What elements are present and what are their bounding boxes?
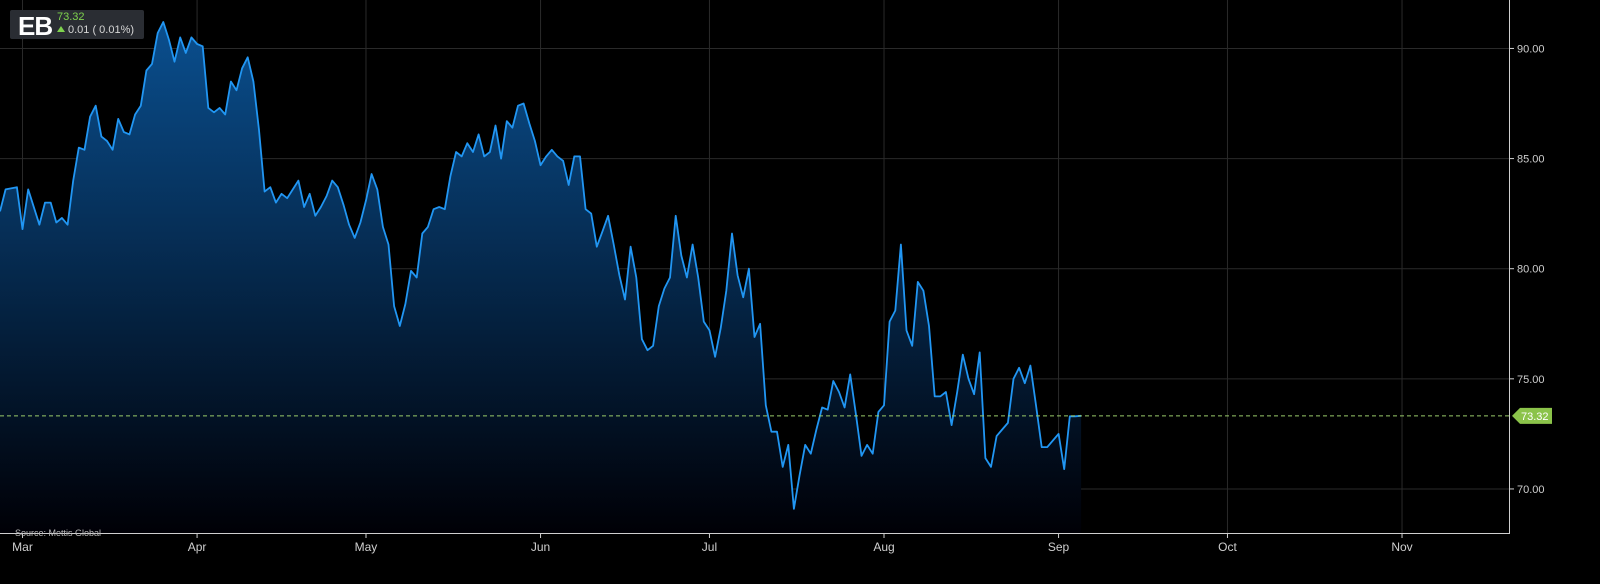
axes bbox=[0, 0, 1510, 534]
price-change: 0.01 ( 0.01%) bbox=[57, 24, 134, 36]
last-price-tag-label: 73.32 bbox=[1521, 411, 1549, 423]
last-price: 73.32 bbox=[57, 11, 85, 23]
ticker-symbol: EB bbox=[18, 11, 53, 41]
x-tick-label: Apr bbox=[188, 540, 207, 554]
y-tick-label: 85.00 bbox=[1517, 154, 1545, 166]
x-tick-label: Aug bbox=[873, 540, 894, 554]
up-arrow-icon bbox=[57, 26, 65, 32]
x-tick-label: Jul bbox=[702, 540, 717, 554]
last-price-tag: 73.32 bbox=[1512, 407, 1552, 424]
price-area-fill bbox=[0, 22, 1082, 533]
symbol-badge: EB 73.32 0.01 ( 0.01%) bbox=[10, 10, 144, 41]
y-tick-label: 90.00 bbox=[1517, 43, 1545, 55]
x-tick-label: Nov bbox=[1391, 540, 1412, 554]
y-tick-label: 75.00 bbox=[1517, 374, 1545, 386]
price-change-text: 0.01 ( 0.01%) bbox=[68, 24, 135, 36]
price-line bbox=[0, 21, 1082, 510]
y-tick-label: 80.00 bbox=[1517, 264, 1545, 276]
x-tick-label: May bbox=[355, 540, 378, 554]
x-tick-label: Sep bbox=[1048, 540, 1070, 554]
x-tick-label: Oct bbox=[1218, 540, 1237, 554]
source-note: Source: Mettis Global bbox=[15, 528, 102, 538]
last-price-tag-shape bbox=[1512, 407, 1552, 424]
y-axis-labels: 90.00 85.00 80.00 75.00 70.00 bbox=[1509, 43, 1545, 496]
x-tick-label: Jun bbox=[531, 540, 550, 554]
x-axis-labels: Mar Apr May Jun Jul Aug Sep Oct Nov bbox=[12, 533, 1413, 554]
y-tick-label: 70.00 bbox=[1517, 484, 1545, 496]
x-tick-label: Mar bbox=[12, 540, 33, 554]
